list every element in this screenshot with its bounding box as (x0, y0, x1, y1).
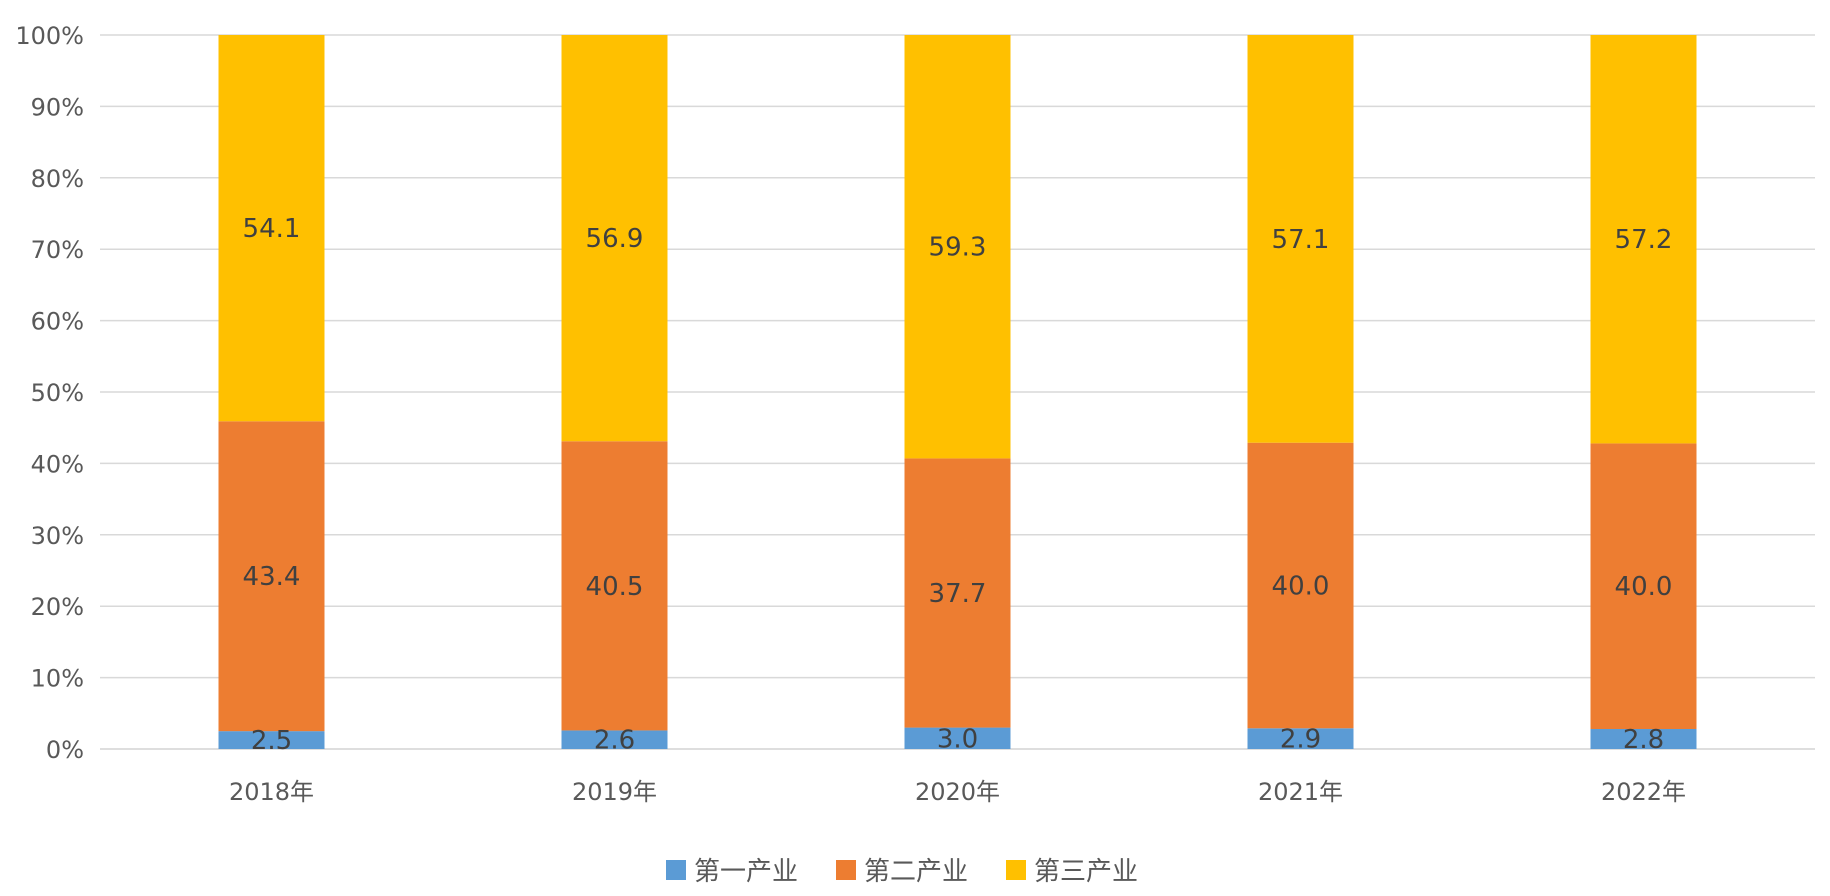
y-tick-label: 60% (31, 308, 84, 336)
bar-segment (561, 441, 668, 731)
y-axis-tick-labels: 0% 10% 20% 30% 40% 50% 60% 70% 80% 90% 100% (15, 22, 84, 764)
bar-segment (904, 727, 1011, 749)
y-tick-label: 100% (15, 22, 84, 50)
data-label: 57.2 (1615, 225, 1673, 255)
x-tick-label: 2018年 (229, 778, 314, 806)
data-label: 2.8 (1623, 725, 1664, 755)
legend: 第一产业 第二产业 第三产业 (666, 857, 1138, 887)
bar-segment (1590, 729, 1697, 749)
data-label: 40.5 (586, 572, 644, 602)
x-tick-label: 2021年 (1258, 778, 1343, 806)
bar-segment (218, 731, 325, 749)
data-label: 56.9 (586, 224, 644, 254)
bar-segment (561, 35, 668, 442)
data-labels: 2.5 43.4 54.1 2.6 40.5 56.9 3.0 37.7 59.3 2.9 40.0… (243, 214, 1673, 756)
bar-segment (218, 35, 325, 422)
data-label: 57.1 (1272, 225, 1330, 255)
y-tick-label: 20% (31, 593, 84, 621)
bars (218, 35, 1697, 749)
bar-segment (1247, 728, 1354, 749)
bar-segment (1590, 443, 1697, 730)
bar-segment (1590, 35, 1697, 444)
y-tick-label: 10% (31, 665, 84, 693)
bar-segment (904, 35, 1011, 459)
y-tick-label: 80% (31, 165, 84, 193)
bar-segment (218, 421, 325, 732)
data-label: 2.5 (251, 726, 292, 756)
bar-segment (1247, 442, 1354, 729)
x-axis-tick-labels: 2018年 2019年 2020年 2021年 2022年 (229, 778, 1686, 806)
x-tick-label: 2019年 (572, 778, 657, 806)
x-tick-label: 2020年 (915, 778, 1000, 806)
y-tick-label: 0% (46, 736, 84, 764)
x-tick-label: 2022年 (1601, 778, 1686, 806)
legend-swatch (666, 860, 686, 880)
y-tick-label: 70% (31, 236, 84, 264)
legend-swatch (836, 860, 856, 880)
bar-segment (904, 458, 1011, 728)
legend-label: 第二产业 (864, 857, 968, 887)
legend-label: 第一产业 (694, 857, 798, 887)
bar-segment (561, 730, 668, 749)
data-label: 43.4 (243, 562, 301, 592)
data-label: 59.3 (929, 233, 987, 263)
y-tick-label: 40% (31, 450, 84, 478)
data-label: 40.0 (1272, 571, 1330, 601)
y-tick-label: 90% (31, 93, 84, 121)
data-label: 3.0 (937, 724, 978, 754)
y-tick-label: 50% (31, 379, 84, 407)
data-label: 40.0 (1615, 572, 1673, 602)
y-tick-label: 30% (31, 522, 84, 550)
legend-swatch (1006, 860, 1026, 880)
bar-segment (1247, 35, 1354, 443)
legend-label: 第三产业 (1034, 857, 1138, 887)
data-label: 2.9 (1280, 725, 1321, 755)
data-label: 2.6 (594, 726, 635, 756)
data-label: 37.7 (929, 579, 987, 609)
data-label: 54.1 (243, 214, 301, 244)
